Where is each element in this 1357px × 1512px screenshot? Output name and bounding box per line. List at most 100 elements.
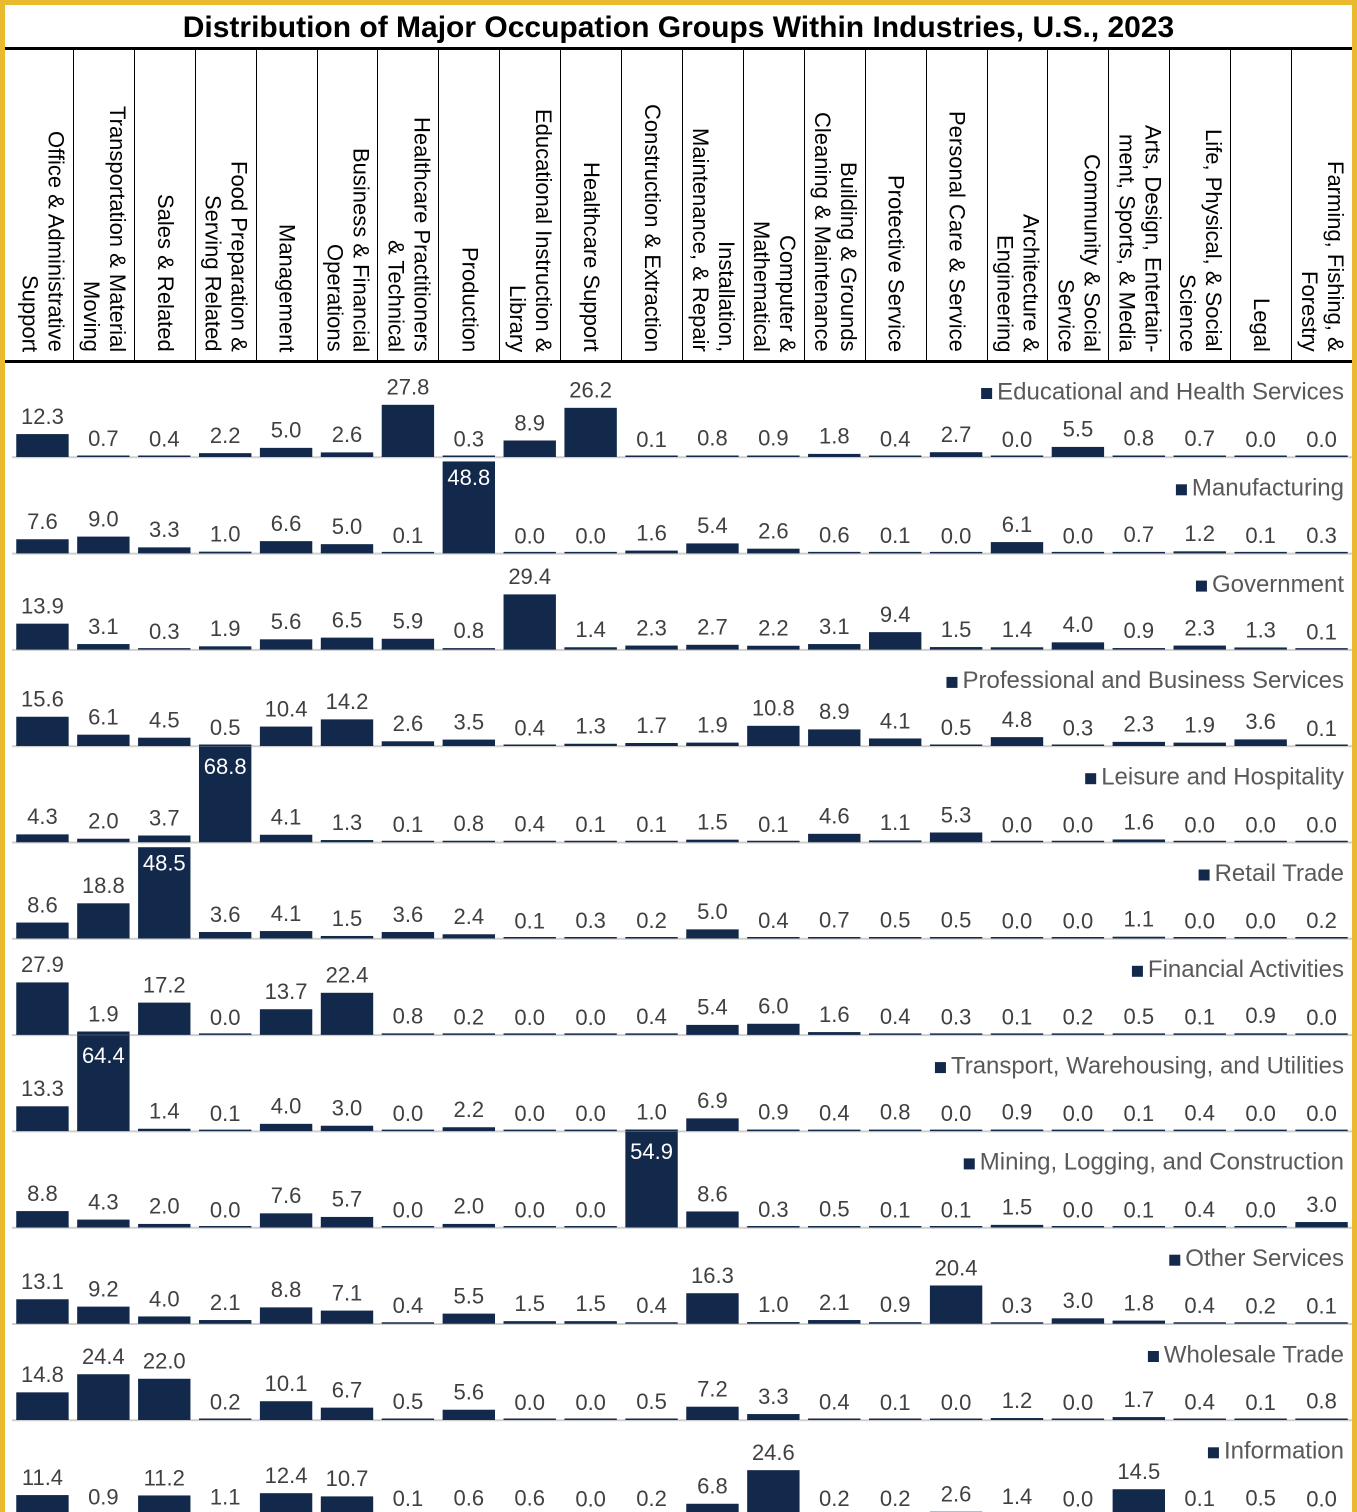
value-label: 0.0 [1002,909,1033,934]
value-label: 0.9 [1124,618,1155,643]
value-label: 5.4 [697,995,728,1020]
legend-marker [1131,965,1143,977]
value-label: 2.0 [454,1194,485,1219]
value-label: 0.0 [210,1198,241,1223]
bar [320,452,374,458]
bar [1051,1318,1105,1324]
value-label: 0.8 [697,426,728,451]
value-label: 6.7 [332,1377,363,1402]
bar [320,1496,374,1512]
value-label: 0.2 [210,1390,241,1415]
value-label: 0.9 [1245,1003,1276,1028]
value-label: 14.8 [21,1362,64,1387]
column-label: Protective Service [883,174,909,352]
bar [747,548,800,554]
value-label: 0.5 [819,1197,850,1222]
value-label: 3.1 [88,614,119,639]
value-label: 7.1 [332,1280,363,1305]
value-label: 2.3 [1124,712,1155,737]
bar [16,1299,69,1324]
bar [1051,446,1105,458]
bar [138,737,191,747]
value-label: 0.2 [1063,1005,1094,1030]
value-label: 0.0 [1063,1101,1094,1126]
value-label: 0.0 [1063,909,1094,934]
column-label: Food Preparation & Serving Related [200,161,252,352]
bar [138,1378,191,1421]
bar [686,1211,739,1228]
value-label: 27.8 [386,375,429,400]
value-label: 0.1 [1184,1486,1215,1511]
bar [929,452,983,458]
value-label: 0.0 [575,523,606,548]
value-label: 4.8 [1002,707,1033,732]
value-label: 0.3 [1306,523,1337,548]
bar [259,1009,313,1036]
value-label: 0.1 [1124,1101,1155,1126]
value-label: 8.9 [514,410,545,435]
bar [16,1392,69,1421]
bar [442,934,496,939]
value-label: 0.0 [1245,1101,1276,1126]
column-label: Farming, Fishing, & Forestry [1297,161,1349,352]
bar [259,1123,313,1132]
value-label: 6.1 [1002,512,1033,537]
bar [320,1125,374,1132]
column-label: Legal [1249,298,1275,352]
value-label: 20.4 [935,1255,978,1280]
column: Healthcare Practitioners & Technical [377,50,438,360]
value-label: 0.1 [575,812,606,837]
column-label: Architecture & Engineering [992,213,1044,352]
value-label: 48.5 [143,850,186,875]
value-label: 5.3 [941,802,972,827]
value-label: 0.1 [1306,716,1337,741]
column: Installation, Maintenance, & Repair [682,50,743,360]
value-label: 1.0 [210,522,241,547]
value-label: 24.6 [752,1440,795,1465]
value-label: 0.8 [880,1100,911,1125]
bar [77,1219,130,1228]
value-label: 0.1 [210,1101,241,1126]
column-label: Building & Grounds Cleaning & Maintenanc… [809,112,861,352]
column: Life, Physical, & Social Science [1169,50,1230,360]
value-label: 1.6 [819,1002,850,1027]
value-label: 0.1 [880,523,911,548]
bar [990,542,1044,554]
value-label: 4.0 [149,1286,180,1311]
plot: 12.3 0.7 0.4 2.2 5.0 2.6 27.8 0.3 8.9 26.2 0.1 0.8 0… [12,375,1352,1512]
value-label: 0.2 [880,1486,911,1511]
value-label: 0.0 [393,1198,424,1223]
value-label: 1.2 [1002,1388,1033,1413]
value-label: 0.0 [1184,909,1215,934]
bar [138,1316,191,1324]
value-label: 2.6 [332,422,363,447]
bar [1112,741,1166,747]
value-label: 12.3 [21,404,64,429]
value-label: 0.0 [1306,812,1337,837]
value-label: 14.5 [1117,1459,1160,1484]
value-label: 7.2 [697,1377,728,1402]
value-label: 16.3 [691,1263,734,1288]
value-label: 0.5 [636,1389,667,1414]
bar [686,1406,739,1421]
bar [808,1320,861,1324]
value-label: 0.4 [636,1004,667,1029]
bar [259,834,313,843]
value-label: 1.4 [149,1099,180,1124]
value-label: 0.4 [880,426,911,451]
value-label: 0.1 [758,812,789,837]
bar [198,646,252,650]
column: Personal Care & Service [925,50,987,360]
bar [1112,1489,1166,1512]
value-label: 5.6 [271,609,302,634]
bar [747,1470,800,1512]
value-label: 1.5 [514,1291,545,1316]
bar [259,639,313,650]
value-label: 1.8 [819,424,850,449]
bar [442,1313,496,1324]
value-label: 0.5 [941,908,972,933]
bar [503,594,556,650]
value-label: 0.1 [880,1197,911,1222]
value-label: 1.9 [1184,712,1215,737]
column-label: Healthcare Practitioners & Technical [383,117,435,352]
